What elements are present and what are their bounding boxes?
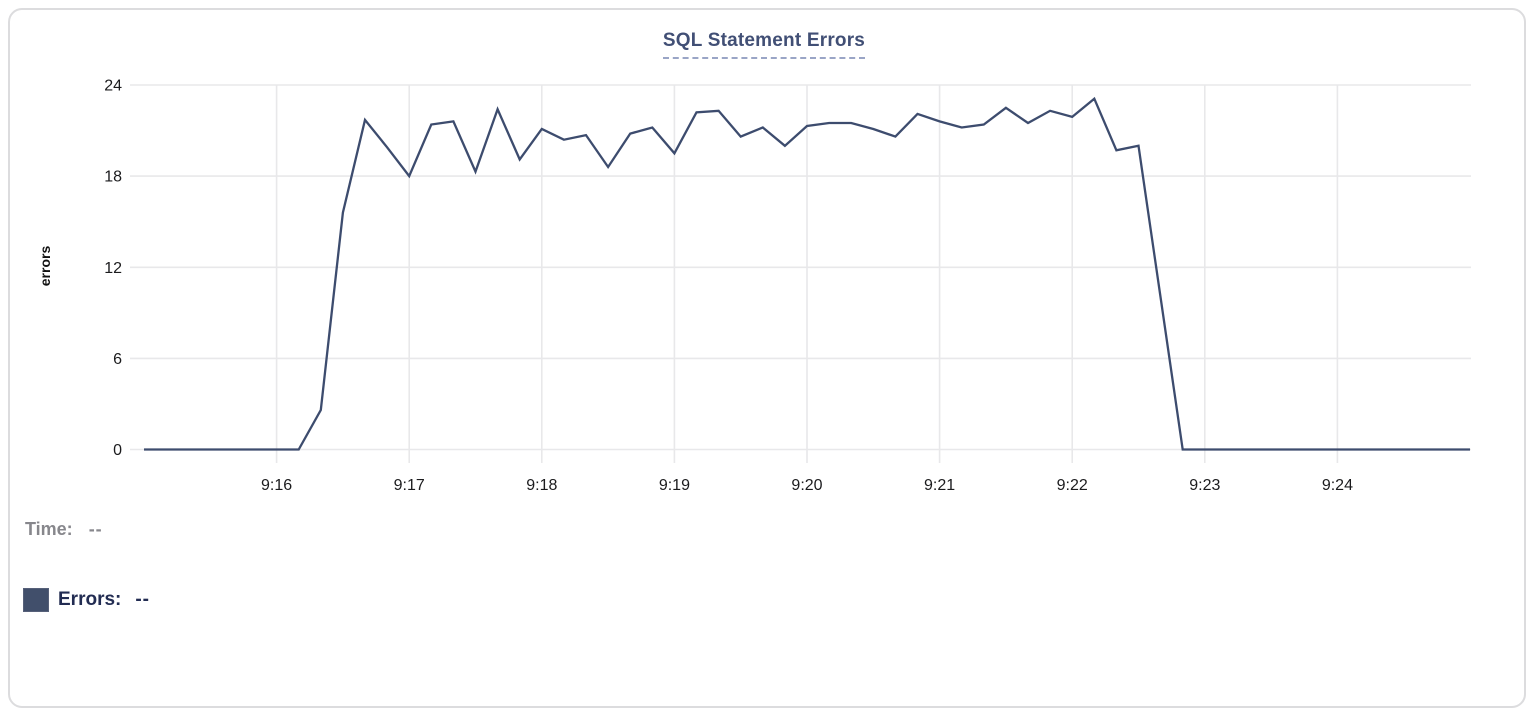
legend-item-errors[interactable]: Errors: -- [23,588,150,612]
x-tick-label: 9:16 [261,477,292,494]
hover-readout-time: Time: -- [25,519,103,540]
x-tick-label: 9:23 [1189,477,1220,494]
x-tick-label: 9:19 [659,477,690,494]
x-tick-label: 9:20 [791,477,822,494]
chart-title[interactable]: SQL Statement Errors [662,30,866,59]
y-tick-label: 24 [104,78,122,95]
y-axis-label: errors [37,245,53,287]
errors-value: -- [135,589,151,610]
x-tick-label: 9:21 [924,477,955,494]
y-tick-label: 12 [104,260,122,277]
x-tick-label: 9:17 [394,477,425,494]
y-tick-label: 18 [104,169,122,186]
time-value: -- [88,519,103,539]
y-tick-label: 0 [113,442,122,459]
errors-series-line [144,96,1470,451]
chart-title-row: SQL Statement Errors [0,30,1528,59]
y-tick-label: 6 [113,351,122,368]
x-tick-label: 9:22 [1057,477,1088,494]
errors-series-swatch [23,588,49,612]
time-label: Time: [25,519,73,539]
x-tick-label: 9:18 [526,477,557,494]
errors-label: Errors: [58,589,122,610]
x-tick-label: 9:24 [1322,477,1353,494]
errors-line-chart[interactable]: 0 6 12 18 24 9:16 9:17 9:18 9:19 9:20 9:21 9:22 9:23… [0,0,1528,652]
